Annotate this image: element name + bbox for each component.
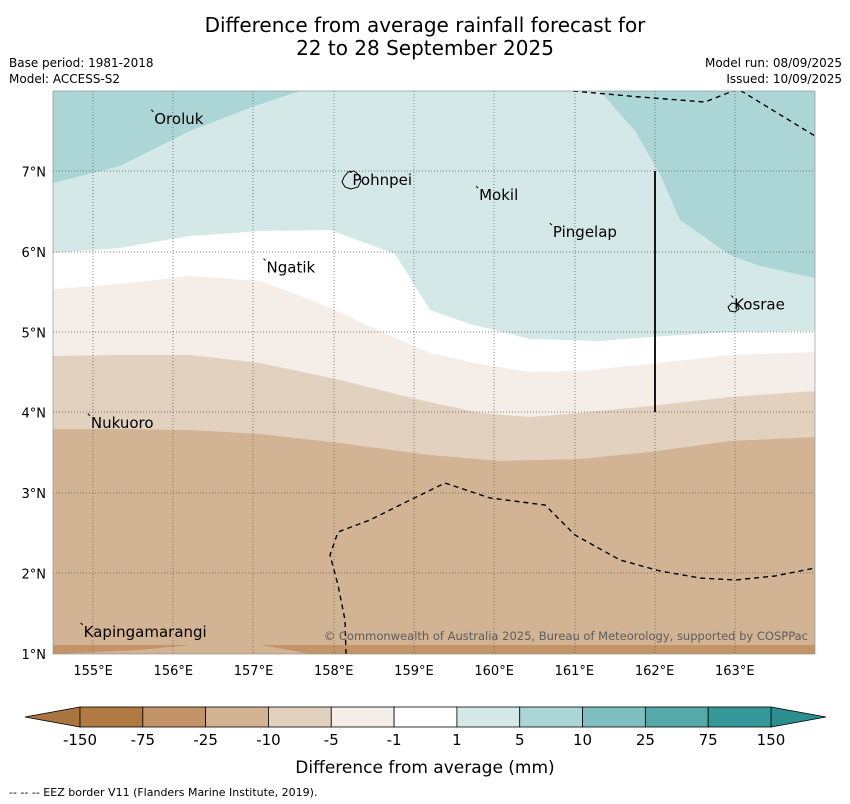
colorbar-tick-11: 150 bbox=[757, 731, 786, 749]
colorbar-swatch-9 bbox=[644, 706, 709, 728]
colorbar-tick-4: -5 bbox=[324, 731, 339, 749]
lon-tick-162: 162°E bbox=[635, 664, 675, 679]
place-marker-nukuoro bbox=[87, 413, 91, 417]
place-label-kosrae: Kosrae bbox=[734, 296, 785, 314]
map-frame bbox=[52, 90, 816, 655]
place-marker-pingelap bbox=[549, 222, 553, 226]
colorbar-tick-5: -1 bbox=[387, 731, 402, 749]
colorbar-tick-3: -10 bbox=[256, 731, 281, 749]
lon-tick-160: 160°E bbox=[474, 664, 514, 679]
colorbar-tick-6: 1 bbox=[452, 731, 462, 749]
place-marker-kosrae bbox=[730, 295, 734, 298]
kosrae-outline bbox=[727, 302, 740, 313]
colorbar-swatch-3 bbox=[268, 706, 332, 728]
map-labels: Oroluk Pohnpei Mokil Pingelap Ngatik Kosrae Nu… bbox=[80, 109, 785, 641]
model-label: Model: ACCESS-S2 bbox=[9, 72, 121, 86]
issued-label: Issued: 10/09/2025 bbox=[726, 72, 842, 86]
lat-tick-4: 4°N bbox=[22, 407, 47, 422]
colorbar-swatch-4 bbox=[330, 706, 395, 728]
colorbar: -150 -75 -25 -10 -5 -1 1 5 10 25 75 150 bbox=[24, 706, 827, 749]
grid-lines bbox=[53, 91, 815, 654]
colorbar-swatch-5 bbox=[393, 706, 458, 728]
model-run-label: Model run: 08/09/2025 bbox=[704, 56, 842, 70]
lon-tick-163: 163°E bbox=[715, 664, 755, 679]
band-minus-25-to-minus-10-south bbox=[53, 644, 308, 654]
place-marker-kapingamarangi bbox=[80, 622, 84, 626]
run-info: Model run: 08/09/2025 Issued: 10/09/2025 bbox=[705, 55, 842, 87]
lon-tick-156: 156°E bbox=[154, 664, 194, 679]
colorbar-tick-2: -25 bbox=[193, 731, 218, 749]
lat-tick-1: 1°N bbox=[22, 648, 47, 663]
place-marker-ngatik bbox=[263, 258, 266, 261]
lat-tick-3: 3°N bbox=[22, 487, 47, 502]
rainfall-anomaly-field bbox=[53, 91, 815, 654]
title-line-1: Difference from average rainfall forecas… bbox=[204, 13, 646, 37]
axis-labels: 155°E 156°E 157°E 158°E 159°E 160°E 161°E 162°E… bbox=[22, 165, 755, 679]
place-label-oroluk: Oroluk bbox=[154, 110, 203, 128]
island-outlines bbox=[341, 170, 740, 313]
lon-tick-155: 155°E bbox=[73, 664, 113, 679]
lat-tick-2: 2°N bbox=[22, 568, 47, 583]
lat-tick-6: 6°N bbox=[22, 246, 47, 261]
eez-source-note: -- -- -- EEZ border V11 (Flanders Marine… bbox=[9, 786, 318, 799]
colorbar-tick-8: 10 bbox=[573, 731, 592, 749]
colorbar-tick-0: -150 bbox=[63, 731, 97, 749]
place-label-mokil: Mokil bbox=[479, 186, 518, 204]
eez-border-south bbox=[329, 482, 815, 654]
lat-tick-7: 7°N bbox=[22, 165, 47, 180]
eez-borders bbox=[329, 91, 815, 654]
title-line-2: 22 to 28 September 2025 bbox=[296, 36, 554, 60]
place-marker-oroluk bbox=[150, 109, 154, 113]
base-period-label: Base period: 1981-2018 bbox=[9, 56, 154, 70]
colorbar-swatch-2 bbox=[205, 706, 269, 728]
lat-tick-5: 5°N bbox=[22, 326, 47, 341]
colorbar-tick-9: 25 bbox=[636, 731, 655, 749]
place-label-pohnpei: Pohnpei bbox=[352, 171, 412, 189]
lon-tick-159: 159°E bbox=[394, 664, 434, 679]
colorbar-tick-10: 75 bbox=[699, 731, 718, 749]
place-label-ngatik: Ngatik bbox=[267, 259, 316, 277]
colorbar-swatch-1 bbox=[142, 706, 207, 728]
lon-tick-158: 158°E bbox=[314, 664, 354, 679]
chart-title: Difference from average rainfall forecas… bbox=[0, 14, 850, 60]
model-info: Base period: 1981-2018 Model: ACCESS-S2 bbox=[9, 55, 154, 87]
band-5-to-10 bbox=[53, 91, 300, 183]
lon-tick-157: 157°E bbox=[234, 664, 274, 679]
band-1-to-5 bbox=[53, 91, 815, 341]
place-marker-pohnpei bbox=[349, 170, 352, 174]
place-marker-mokil bbox=[475, 185, 479, 189]
colorbar-title: Difference from average (mm) bbox=[295, 758, 554, 778]
colorbar-swatch-0 bbox=[79, 706, 144, 728]
colorbar-swatch-8 bbox=[582, 706, 646, 728]
band-5-to-10-east bbox=[600, 91, 815, 278]
colorbar-tick-7: 5 bbox=[515, 731, 525, 749]
copyright-notice: © Commonwealth of Australia 2025, Bureau… bbox=[324, 629, 808, 643]
pohnpei-outline bbox=[341, 170, 362, 190]
colorbar-swatch-10 bbox=[707, 706, 772, 728]
colorbar-over-arrow bbox=[770, 706, 827, 728]
colorbar-tick-1: -75 bbox=[131, 731, 156, 749]
colorbar-under-arrow bbox=[24, 706, 81, 728]
place-label-nukuoro: Nukuoro bbox=[91, 414, 154, 432]
lon-tick-161: 161°E bbox=[555, 664, 595, 679]
colorbar-swatch-6 bbox=[456, 706, 521, 728]
place-label-kapingamarangi: Kapingamarangi bbox=[84, 623, 207, 641]
place-label-pingelap: Pingelap bbox=[553, 223, 617, 241]
band-minus-75-to-minus-25 bbox=[53, 645, 815, 654]
colorbar-swatch-7 bbox=[519, 706, 583, 728]
